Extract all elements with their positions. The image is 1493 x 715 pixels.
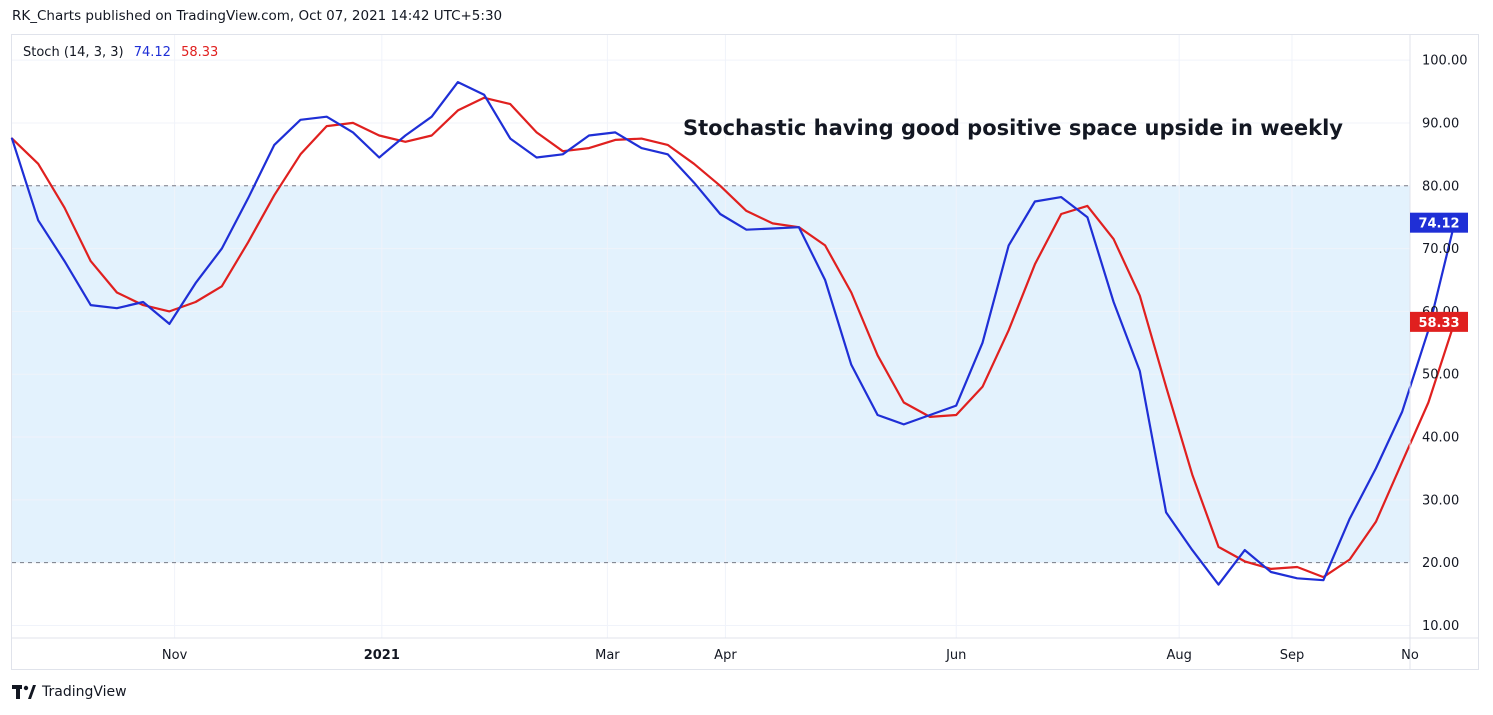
last-value-label-k: 74.12: [1418, 217, 1459, 232]
x-tick-label: Sep: [1280, 648, 1305, 663]
y-tick-label: 10.00: [1422, 619, 1459, 634]
chart-annotation: Stochastic having good positive space up…: [683, 116, 1343, 140]
y-tick-label: 100.00: [1422, 54, 1468, 69]
footer-brand: TradingView: [12, 684, 127, 700]
k-value: 74.12: [133, 45, 171, 60]
series-line-k[interactable]: [10, 80, 1456, 586]
y-tick-label: 80.00: [1422, 179, 1459, 194]
indicator-legend[interactable]: Stoch (14, 3, 3) 74.12 58.33: [23, 45, 218, 60]
publisher-caption: RK_Charts published on TradingView.com, …: [12, 8, 503, 24]
x-tick-label: 2021: [364, 648, 400, 663]
y-tick-label: 40.00: [1422, 431, 1459, 446]
footer-brand-label: TradingView: [42, 684, 127, 700]
last-value-badge-d: [1410, 311, 1468, 332]
last-value-label-d: 58.33: [1418, 316, 1459, 331]
last-value-badge-k: [1410, 212, 1468, 233]
y-tick-label: 50.00: [1422, 368, 1459, 383]
x-tick-label: Apr: [714, 648, 737, 663]
x-tick-label: Nov: [162, 648, 188, 663]
y-tick-label: 20.00: [1422, 556, 1459, 571]
chart-frame: [11, 34, 1479, 670]
x-tick-label: Aug: [1166, 648, 1191, 663]
x-tick-label: Mar: [595, 648, 620, 663]
y-tick-label: 70.00: [1422, 242, 1459, 257]
y-tick-label: 30.00: [1422, 493, 1459, 508]
y-tick-label: 90.00: [1422, 116, 1459, 131]
d-value: 58.33: [181, 45, 219, 60]
tradingview-logo-icon: [12, 685, 36, 699]
x-tick-label: Jun: [945, 648, 966, 663]
series-line-d[interactable]: [10, 96, 1456, 579]
indicator-name: Stoch (14, 3, 3): [23, 45, 124, 60]
